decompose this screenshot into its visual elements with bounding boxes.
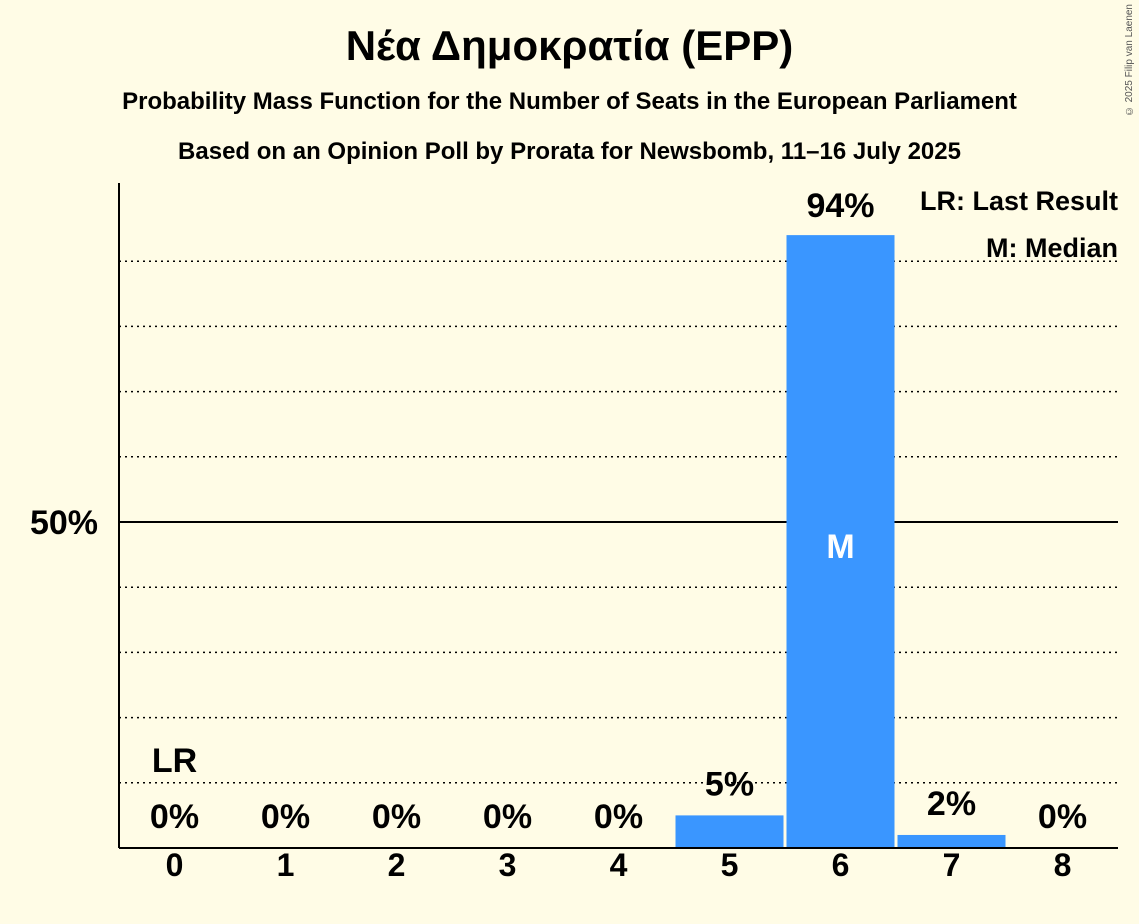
data-label: 5% [705, 765, 754, 803]
legend-median: M: Median [986, 233, 1118, 263]
data-label: 94% [806, 187, 874, 225]
x-tick-label: 2 [388, 847, 406, 883]
legend-last-result: LR: Last Result [920, 186, 1118, 216]
data-label: 0% [483, 798, 532, 836]
x-tick-label: 3 [499, 847, 517, 883]
bar [675, 815, 784, 848]
chart-source: Based on an Opinion Poll by Prorata for … [178, 138, 961, 165]
x-tick-label: 7 [943, 847, 961, 883]
last-result-marker: LR [152, 742, 197, 780]
x-tick-label: 1 [277, 847, 295, 883]
data-label: 0% [1038, 798, 1087, 836]
bar [786, 235, 895, 848]
x-tick-label: 6 [832, 847, 850, 883]
y-tick-label: 50% [30, 504, 98, 542]
data-label: 0% [594, 798, 643, 836]
chart-subtitle: Probability Mass Function for the Number… [122, 88, 1017, 115]
median-marker: M [826, 528, 854, 566]
bar [897, 834, 1006, 848]
x-tick-label: 5 [721, 847, 739, 883]
x-tick-label: 4 [610, 847, 628, 883]
chart-title: Νέα Δημοκρατία (EPP) [345, 22, 794, 69]
x-tick-label: 0 [166, 847, 184, 883]
data-label: 0% [372, 798, 421, 836]
data-label: 2% [927, 785, 976, 823]
data-label: 0% [150, 798, 199, 836]
data-label: 0% [261, 798, 310, 836]
x-tick-label: 8 [1054, 847, 1072, 883]
